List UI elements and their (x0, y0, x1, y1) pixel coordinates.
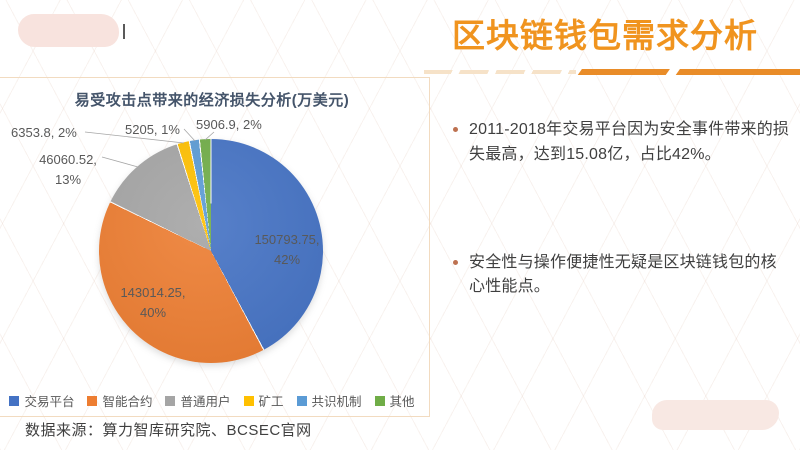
legend-label: 普通用户 (180, 395, 231, 409)
legend-item-4: 共识机制 (296, 391, 362, 410)
pie-label-miner: 6353.8, 2% (11, 125, 77, 140)
bullet-dot-icon (453, 127, 458, 132)
pie-chart (99, 139, 323, 363)
redaction-blob-top-left (18, 14, 119, 47)
redaction-blob-bottom-right (652, 400, 779, 430)
chart-panel: 易受攻击点带来的经济损失分析(万美元) 150793.75, 42% 14301… (0, 77, 430, 417)
underline-light-segments (424, 69, 576, 74)
pie-label-ordinary-user: 46060.52, 13% (39, 152, 97, 188)
legend-label: 共识机制 (311, 395, 362, 409)
chart-legend: 交易平台 智能合约 普通用户 矿工 共识机制 其他 (0, 391, 429, 410)
legend-swatch-icon (87, 395, 98, 406)
legend-item-5: 其他 (374, 391, 415, 410)
pie-label-smart-contract: 143014.25, 40% (120, 285, 186, 321)
legend-swatch-icon (165, 395, 176, 406)
slide-title: 区块链钱包需求分析 (452, 17, 758, 54)
cursor-mark (123, 24, 125, 39)
legend-swatch-icon (9, 395, 20, 406)
legend-item-0: 交易平台 (9, 391, 74, 410)
legend-item-2: 普通用户 (165, 391, 231, 410)
legend-swatch-icon (374, 395, 385, 406)
legend-label: 矿工 (258, 395, 284, 409)
bullet-text-1: 2011-2018年交易平台因为安全事件带来的损失最高，达到15.08亿，占比4… (469, 121, 790, 163)
pie-label-trading-platform: 150793.75, 42% (254, 232, 320, 268)
bullet-dot-icon (453, 259, 458, 265)
chart-title: 易受攻击点带来的经济损失分析(万美元) (74, 92, 350, 109)
bullet-item-1: 2011-2018年交易平台因为安全事件带来的损失最高，达到15.08亿，占比4… (452, 118, 792, 168)
bullet-item-2: 安全性与操作便捷性无疑是区块链钱包的核心性能点。 (452, 251, 792, 301)
legend-item-3: 矿工 (243, 391, 284, 410)
legend-item-1: 智能合约 (87, 391, 152, 410)
pie-label-other: 5906.9, 2% (196, 117, 262, 132)
underline-dark-segment-2 (676, 69, 800, 75)
title-underline-decoration (424, 69, 800, 75)
legend-label: 其他 (389, 395, 415, 409)
legend-swatch-icon (243, 395, 254, 406)
bullet-text-2: 安全性与操作便捷性无疑是区块链钱包的核心性能点。 (469, 253, 777, 296)
bullet-list: 2011-2018年交易平台因为安全事件带来的损失最高，达到15.08亿，占比4… (452, 118, 792, 354)
data-source-note: 数据来源：算力智库研究院、BCSEC官网 (25, 422, 312, 439)
legend-swatch-icon (296, 395, 307, 406)
legend-label: 交易平台 (24, 395, 75, 409)
legend-label: 智能合约 (102, 395, 153, 409)
underline-dark-segment-1 (578, 69, 670, 75)
pie-label-consensus: 5205, 1% (125, 122, 180, 137)
